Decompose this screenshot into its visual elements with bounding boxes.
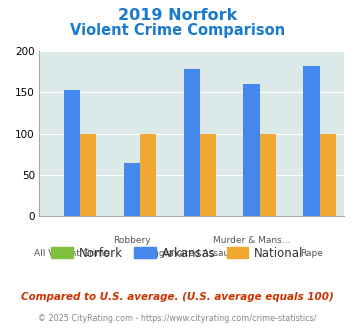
Text: © 2025 CityRating.com - https://www.cityrating.com/crime-statistics/: © 2025 CityRating.com - https://www.city…: [38, 314, 317, 323]
Text: Murder & Mans...: Murder & Mans...: [213, 236, 290, 245]
Bar: [320, 134, 336, 216]
Bar: [244, 84, 260, 216]
Bar: [124, 163, 140, 216]
Bar: [140, 134, 156, 216]
Text: Violent Crime Comparison: Violent Crime Comparison: [70, 23, 285, 38]
Bar: [200, 134, 216, 216]
Bar: [64, 90, 80, 216]
Legend: Norfork, Arkansas, National: Norfork, Arkansas, National: [51, 247, 304, 260]
Text: Rape: Rape: [300, 249, 323, 258]
Text: All Violent Crime: All Violent Crime: [34, 249, 110, 258]
Text: Robbery: Robbery: [113, 236, 151, 245]
Text: 2019 Norfork: 2019 Norfork: [118, 8, 237, 23]
Bar: [303, 66, 320, 216]
Text: Compared to U.S. average. (U.S. average equals 100): Compared to U.S. average. (U.S. average …: [21, 292, 334, 302]
Bar: [184, 69, 200, 216]
Bar: [260, 134, 276, 216]
Text: Aggravated Assault: Aggravated Assault: [147, 249, 236, 258]
Bar: [80, 134, 96, 216]
